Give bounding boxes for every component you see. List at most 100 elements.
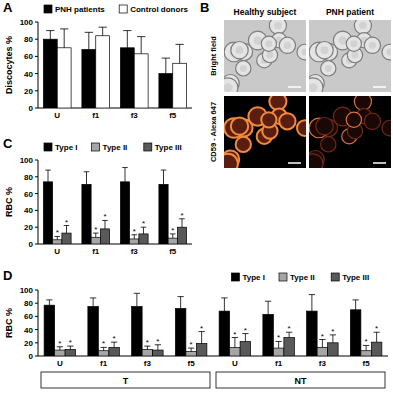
error-line bbox=[125, 168, 126, 182]
significance-mark: * bbox=[277, 333, 280, 342]
error-cap bbox=[123, 30, 131, 31]
legend: PNH patientsControl donors bbox=[44, 5, 189, 14]
bar bbox=[43, 39, 57, 108]
x-tick-label: f1 bbox=[275, 359, 283, 368]
x-tick-label: U bbox=[57, 359, 63, 368]
y-tick-label: 80 bbox=[24, 35, 33, 44]
significance-mark: * bbox=[365, 337, 368, 346]
error-line bbox=[234, 338, 235, 348]
error-line bbox=[201, 332, 202, 344]
y-tick bbox=[35, 356, 38, 357]
y-axis-line bbox=[38, 22, 39, 108]
error-line bbox=[179, 44, 180, 63]
legend-swatch bbox=[279, 273, 287, 281]
error-cap bbox=[84, 171, 90, 172]
error-bar bbox=[134, 293, 140, 306]
y-tick-label: 60 bbox=[24, 190, 33, 199]
significance-mark: * bbox=[180, 211, 183, 220]
x-tick-label: f5 bbox=[169, 111, 177, 120]
error-bar bbox=[85, 32, 93, 49]
x-tick-label: f1 bbox=[92, 111, 100, 120]
scale-bar bbox=[288, 86, 301, 88]
cell-center bbox=[321, 46, 329, 54]
error-cap bbox=[309, 294, 315, 295]
legend-swatch bbox=[92, 143, 100, 151]
cell bbox=[321, 61, 336, 76]
bar bbox=[130, 239, 139, 244]
cell bbox=[279, 37, 295, 53]
legend-swatch bbox=[119, 5, 127, 13]
panel-label: B bbox=[200, 0, 209, 15]
bar bbox=[43, 182, 52, 244]
bar bbox=[317, 347, 328, 356]
y-tick-label: 100 bbox=[20, 286, 34, 295]
error-line bbox=[49, 300, 50, 305]
cell-center bbox=[265, 40, 272, 47]
panel-label: D bbox=[3, 268, 12, 283]
y-tick bbox=[35, 108, 38, 109]
bar bbox=[230, 347, 241, 356]
cell bbox=[321, 137, 336, 152]
error-bar bbox=[352, 300, 358, 310]
bar bbox=[219, 311, 230, 356]
cells bbox=[224, 20, 306, 92]
error-cap bbox=[90, 297, 96, 298]
cell bbox=[364, 37, 380, 53]
y-tick-label: 80 bbox=[24, 299, 33, 308]
panel-label: C bbox=[3, 136, 13, 151]
chart-a: ADiscocytes %020406080100Uf1f3f5PNH pati… bbox=[3, 0, 192, 120]
y-tick-label: 40 bbox=[24, 206, 33, 215]
bar bbox=[98, 351, 109, 356]
y-tick bbox=[35, 290, 38, 291]
bar bbox=[186, 351, 197, 356]
y-tick-label: 60 bbox=[24, 312, 33, 321]
error-line bbox=[245, 334, 246, 342]
bar bbox=[153, 350, 164, 356]
cell-center bbox=[350, 40, 357, 47]
legend-swatch bbox=[144, 143, 152, 151]
x-tick-label: U bbox=[54, 111, 60, 120]
error-cap bbox=[352, 299, 358, 300]
bar bbox=[139, 234, 148, 244]
legend-label: Type I bbox=[242, 273, 265, 282]
y-tick bbox=[35, 193, 38, 194]
cell-center bbox=[309, 83, 318, 92]
scale-bar bbox=[288, 162, 301, 164]
bar bbox=[159, 74, 173, 108]
y-tick bbox=[35, 210, 38, 211]
bar bbox=[371, 342, 382, 356]
significance-mark: * bbox=[69, 338, 72, 347]
error-line bbox=[311, 295, 312, 312]
bar bbox=[55, 350, 66, 356]
cell-center bbox=[266, 52, 273, 59]
error-cap bbox=[99, 27, 107, 28]
cell-center bbox=[359, 22, 367, 30]
cell-center bbox=[274, 22, 282, 30]
error-bar bbox=[177, 297, 183, 309]
legend-label: Type I bbox=[55, 143, 78, 152]
error-bar bbox=[99, 27, 107, 36]
y-tick bbox=[35, 316, 38, 317]
figure: ADiscocytes %020406080100Uf1f3f5PNH pati… bbox=[0, 0, 393, 400]
y-tick-label: 40 bbox=[24, 70, 33, 79]
error-cap bbox=[162, 58, 170, 59]
legend-swatch bbox=[44, 5, 52, 13]
error-bar bbox=[319, 340, 325, 348]
y-tick bbox=[35, 329, 38, 330]
y-tick bbox=[35, 90, 38, 91]
error-bar bbox=[330, 335, 336, 343]
y-axis-label: Discocytes % bbox=[4, 36, 14, 94]
y-tick bbox=[35, 176, 38, 177]
cell-center bbox=[240, 65, 247, 72]
y-tick bbox=[35, 244, 38, 245]
legend-label: Type II bbox=[290, 273, 315, 282]
error-line bbox=[224, 298, 225, 311]
bar bbox=[100, 229, 109, 244]
bar bbox=[132, 307, 143, 357]
image-panel: BHealthy subjectPNH patientBright fieldC… bbox=[200, 0, 393, 173]
bar bbox=[142, 349, 153, 356]
bar bbox=[120, 48, 134, 108]
cells bbox=[309, 20, 391, 92]
error-line bbox=[181, 219, 182, 227]
bar bbox=[109, 347, 120, 356]
